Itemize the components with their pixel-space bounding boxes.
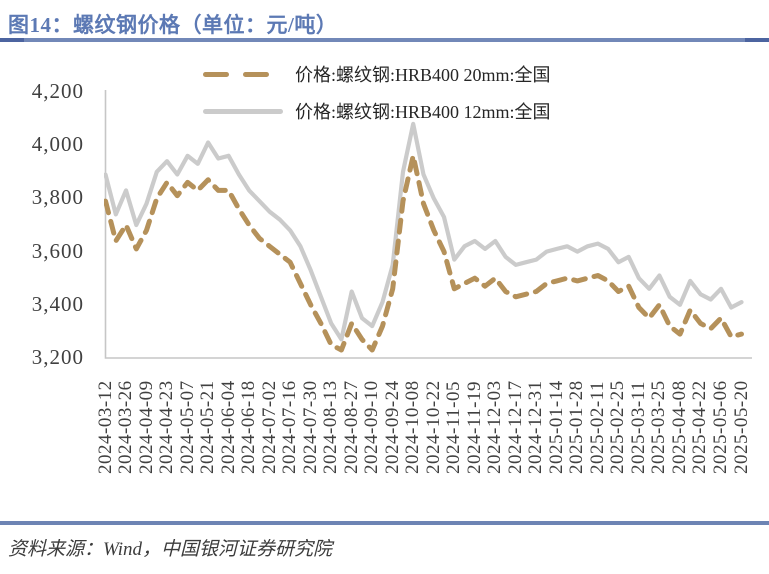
series-line-12mm — [104, 121, 744, 342]
solid-line-swatch-icon — [203, 108, 283, 114]
x-tick-label: 2024-06-18 — [238, 380, 260, 474]
x-tick-label: 2024-09-24 — [381, 380, 403, 474]
x-tick-label: 2024-04-23 — [156, 380, 178, 474]
legend-item-hrb400-20mm: 价格:螺纹钢:HRB400 20mm:全国 — [203, 62, 551, 86]
x-tick-label: 2024-12-03 — [484, 380, 506, 474]
bottom-divider — [0, 521, 769, 525]
x-tick-label: 2024-08-13 — [320, 380, 342, 474]
x-tick-label: 2024-07-16 — [279, 380, 301, 474]
source-note: 资料来源：Wind，中国银河证券研究院 — [8, 539, 333, 560]
x-tick-label: 2025-02-11 — [586, 381, 608, 474]
y-tick-label: 4,200 — [31, 79, 84, 103]
x-tick-label: 2024-08-27 — [340, 380, 362, 474]
x-axis-labels: 2024-03-12 2024-03-26 2024-04-09 2024-04-23… — [95, 362, 764, 487]
legend-item-hrb400-12mm: 价格:螺纹钢:HRB400 12mm:全国 — [203, 99, 551, 123]
x-tick-label: 2024-03-12 — [94, 380, 116, 474]
x-tick-label: 2025-02-25 — [607, 380, 629, 474]
x-tick-label: 2024-05-21 — [197, 380, 219, 474]
x-tick-label: 2024-07-30 — [299, 380, 321, 474]
plot-area — [104, 90, 752, 359]
figure-title: 图14：螺纹钢价格（单位：元/吨） — [8, 13, 338, 37]
x-tick-label: 2024-05-07 — [176, 380, 198, 474]
x-tick-label: 2025-01-14 — [545, 380, 567, 474]
rebar-price-chart: 4,200 4,000 3,800 3,600 3,400 3,200 价格:螺纹钢:HR… — [0, 52, 769, 492]
legend-label-12mm: 价格:螺纹钢:HRB400 12mm:全国 — [295, 102, 551, 122]
x-tick-label: 2025-01-28 — [566, 380, 588, 474]
chart-legend: 价格:螺纹钢:HRB400 20mm:全国 价格:螺纹钢:HRB400 12mm… — [203, 62, 551, 136]
legend-label-20mm: 价格:螺纹钢:HRB400 20mm:全国 — [295, 65, 551, 85]
y-axis-labels: 4,200 4,000 3,800 3,600 3,400 3,200 — [0, 79, 88, 369]
x-tick-label: 2024-12-31 — [525, 380, 547, 474]
x-tick-label: 2024-11-19 — [463, 381, 485, 474]
dashed-line-swatch-icon — [203, 71, 283, 77]
y-tick-label: 3,800 — [31, 185, 84, 210]
x-tick-label: 2024-10-22 — [422, 380, 444, 474]
x-tick-label: 2024-03-26 — [115, 380, 137, 474]
x-tick-label: 2024-11-05 — [443, 381, 465, 474]
x-tick-label: 2024-09-10 — [361, 380, 383, 474]
x-tick-label: 2024-10-08 — [402, 380, 424, 474]
y-tick-label: 3,200 — [31, 345, 84, 369]
x-tick-label: 2025-03-25 — [648, 380, 670, 474]
x-tick-label: 2025-04-22 — [689, 380, 711, 474]
x-tick-label: 2025-04-08 — [668, 380, 690, 474]
y-tick-label: 3,600 — [31, 238, 84, 263]
x-tick-label: 2024-04-09 — [135, 380, 157, 474]
x-tick-label: 2024-06-04 — [217, 380, 239, 474]
y-tick-label: 3,400 — [31, 291, 84, 316]
top-divider — [0, 38, 769, 42]
x-tick-label: 2024-07-02 — [258, 380, 280, 474]
x-tick-label: 2025-03-11 — [627, 381, 649, 474]
x-tick-label: 2025-05-20 — [730, 380, 752, 474]
series-line-20mm — [104, 153, 744, 353]
y-tick-label: 4,000 — [31, 132, 84, 157]
x-tick-label: 2024-12-17 — [504, 380, 526, 474]
x-tick-label: 2025-05-06 — [709, 380, 731, 474]
